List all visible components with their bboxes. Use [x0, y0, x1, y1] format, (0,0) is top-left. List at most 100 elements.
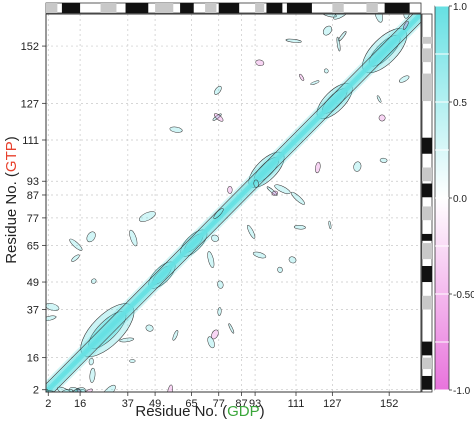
structure-segment-right: [422, 357, 432, 370]
contour-patch: [228, 323, 235, 334]
contour-patch: [277, 266, 283, 273]
contour-patch: [129, 229, 138, 247]
contour-patch: [83, 388, 93, 392]
colorbar-tick-label: 0.0: [453, 194, 467, 205]
structure-segment-top: [125, 3, 149, 13]
colorbar-tick-label: -0.50: [453, 290, 474, 301]
x-tick-label: 49: [149, 398, 161, 410]
contour-patch: [139, 211, 156, 222]
contour-patch: [274, 184, 291, 195]
contour-patch: [169, 126, 183, 133]
structure-segment-right: [422, 243, 432, 260]
structure-segment-top: [218, 3, 240, 13]
contour-patch: [288, 256, 297, 264]
y-tick-label: 37: [27, 305, 39, 317]
y-tick-label: 65: [27, 240, 39, 252]
contour-patch: [374, 14, 383, 23]
y-axis-ticks: 2 16 37 49 65 77 87 93 111 127 152: [21, 41, 46, 397]
contour-patch: [247, 224, 256, 239]
structure-segment-right: [422, 341, 432, 356]
colorbar-tick-label: 0.5: [453, 98, 467, 109]
structure-segment-top: [155, 3, 174, 13]
contour-patch: [213, 113, 224, 122]
structure-segment-right: [422, 137, 432, 154]
x-tick-label: 65: [185, 398, 197, 410]
contour-patch: [378, 114, 386, 122]
contour-patch: [145, 324, 154, 332]
contour-patch: [322, 25, 333, 36]
contour-patch: [403, 14, 410, 19]
contour-patch: [212, 113, 222, 121]
y-tick-label: 49: [27, 277, 39, 289]
structure-segment-top: [61, 3, 81, 13]
contour-patch: [324, 68, 329, 74]
structure-segment-top: [100, 3, 117, 13]
structure-segment-right: [422, 73, 432, 102]
y-tick-label: 16: [27, 353, 39, 365]
contour-patch: [213, 208, 224, 219]
x-tick-label: 37: [122, 398, 134, 410]
contour-patch: [399, 75, 410, 83]
colorbar-tick-label: -1.0: [453, 386, 471, 397]
structure-segment-top: [255, 3, 265, 13]
contour-patch: [217, 280, 224, 289]
contour-patch: [214, 85, 222, 95]
structure-segment-top: [180, 3, 194, 13]
x-axis-ticks: 2 16 37 49 65 77 87 93 111 127 152: [45, 392, 398, 410]
structure-segment-top: [46, 3, 58, 13]
structure-segment-top: [205, 3, 217, 13]
structure-segment-top: [286, 3, 312, 13]
structure-segment-right: [422, 36, 432, 44]
diagonal-outline-lower: [53, 21, 421, 392]
x-tick-label: 127: [323, 398, 341, 410]
y-tick-label: 152: [21, 41, 39, 53]
contour-patch: [338, 31, 347, 42]
contour-patch: [379, 157, 388, 163]
x-tick-label: 93: [249, 398, 261, 410]
structure-segment-right: [422, 183, 432, 198]
contour-patch: [285, 38, 302, 43]
structure-segment-right: [422, 375, 432, 390]
contour-patch: [46, 303, 60, 311]
contour-patch: [86, 231, 96, 243]
contour-patch: [315, 161, 321, 174]
contour-patch: [119, 337, 135, 343]
contour-patch: [207, 336, 215, 349]
contour-patch: [290, 191, 305, 205]
contour-noise: [46, 14, 410, 392]
contour-patch: [310, 80, 320, 85]
contour-patch: [271, 190, 279, 196]
y-tick-label: 77: [27, 213, 39, 225]
y-tick-label: 111: [22, 135, 39, 147]
x-tick-label: 111: [288, 398, 305, 410]
secondary-structure-right-strip: [421, 13, 433, 393]
structure-segment-right: [422, 167, 432, 182]
x-tick-label: 87: [235, 398, 247, 410]
y-tick-label: 87: [27, 190, 39, 202]
secondary-structure-top-strip: [45, 2, 422, 14]
diagonal-outline-upper: [46, 14, 414, 385]
contour-patch: [207, 251, 215, 268]
contour-patch: [255, 59, 265, 66]
x-tick-label: 2: [45, 398, 51, 410]
contour-patch: [46, 388, 49, 392]
contour-patch: [129, 359, 136, 363]
contour-patch: [252, 251, 267, 259]
contour-patch: [69, 387, 85, 392]
structure-segment-right: [422, 206, 432, 221]
structure-segment-right: [422, 295, 432, 310]
contour-patch: [46, 315, 57, 322]
structure-segment-right: [422, 233, 432, 241]
contour-patch: [253, 179, 259, 188]
contour-patch: [266, 186, 278, 196]
y-tick-label: 2: [33, 385, 39, 397]
contour-patch: [71, 254, 80, 262]
structure-segment-right: [422, 48, 432, 63]
contour-patch: [217, 307, 222, 316]
diagonal-contour: [46, 14, 421, 392]
contour-patch: [227, 185, 233, 194]
contour-patch: [328, 220, 332, 230]
contour-patch: [376, 95, 382, 103]
x-tick-label: 152: [380, 398, 398, 410]
